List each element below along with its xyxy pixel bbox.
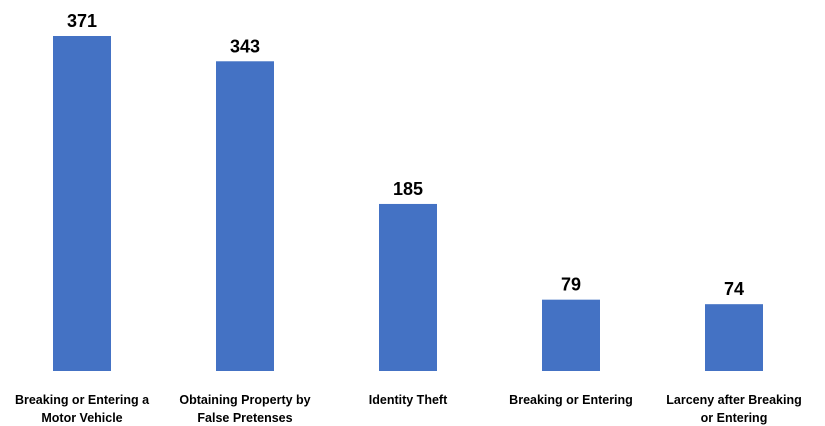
category-label-3-line-1: Identity Theft [369,393,448,407]
category-label-5-line-2: or Entering [701,411,768,425]
bar-2 [216,61,274,371]
data-label-2: 343 [230,36,260,56]
category-label-2-line-2: False Pretenses [197,411,292,425]
category-label-5-line-1: Larceny after Breaking [666,393,801,407]
data-label-1: 371 [67,11,97,31]
data-label-4: 79 [561,275,581,295]
bar-4 [542,299,600,371]
category-labels-layer: Breaking or Entering a Motor Vehicle Obtai… [15,393,802,425]
category-label-2-line-1: Obtaining Property by [179,393,310,407]
bars-layer [53,36,763,371]
category-label-4-line-1: Breaking or Entering [509,393,633,407]
bar-3 [379,203,437,371]
category-label-1-line-2: Motor Vehicle [41,411,122,425]
bar-5 [705,304,763,371]
bar-1 [53,36,111,371]
data-label-5: 74 [724,279,744,299]
category-label-1-line-1: Breaking or Entering a [15,393,150,407]
value-labels-layer: 371 343 185 79 74 [67,11,744,299]
data-label-3: 185 [393,179,423,199]
